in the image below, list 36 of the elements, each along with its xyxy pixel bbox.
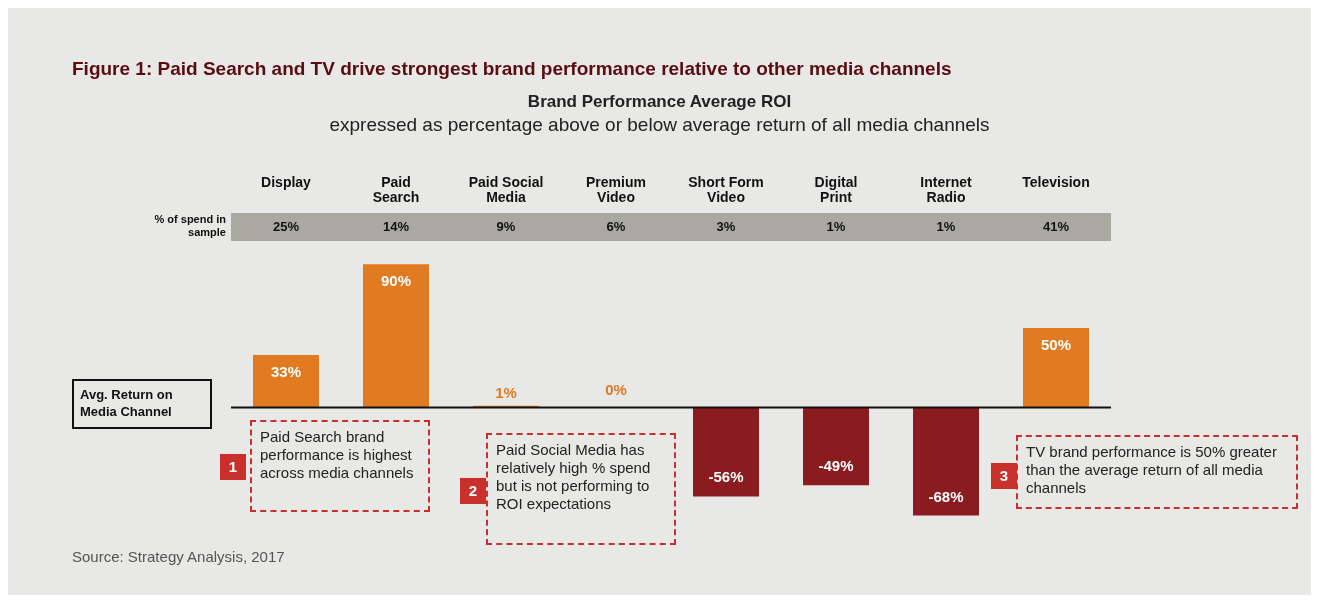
- data-label: 33%: [270, 362, 302, 380]
- x-tick-label: Internet Radio: [920, 174, 972, 205]
- annotation: 2: [460, 478, 486, 504]
- chart-subtitle: Brand Performance Average ROI: [526, 92, 793, 112]
- text: 9%: [495, 219, 517, 234]
- text: 14%: [382, 219, 410, 234]
- chart-title: Figure 1: Paid Search and TV drive strongest brand performance relative to other media channels: [72, 58, 952, 80]
- text: % of spend in sample: [153, 213, 226, 239]
- text: 6%: [605, 219, 627, 234]
- text: 25%: [272, 219, 300, 234]
- source-note: Source: Strategy Analysis, 2017: [72, 548, 285, 565]
- annotation: Paid Search brand performance is highest across media channels: [260, 428, 415, 482]
- annotation: 3: [991, 463, 1017, 489]
- text: 3%: [715, 219, 737, 234]
- annotation: 1: [220, 454, 246, 480]
- data-label: -49%: [818, 457, 854, 475]
- x-tick-label: Television: [1022, 174, 1090, 190]
- data-label: 1%: [495, 383, 517, 401]
- text: expressed as percentage above or below average return of all media channels: [328, 114, 991, 136]
- x-tick-label: Short Form Video: [688, 174, 764, 205]
- x-tick-label: Premium Video: [586, 174, 646, 205]
- data-label: 90%: [380, 272, 412, 290]
- x-tick-label: Paid Search: [372, 174, 420, 205]
- x-tick-label: Paid Social Media: [468, 174, 544, 205]
- x-tick-label: Digital Print: [814, 174, 858, 205]
- data-label: 0%: [604, 381, 628, 399]
- data-label: -68%: [928, 487, 964, 505]
- text: 1%: [825, 219, 847, 234]
- text: 41%: [1042, 219, 1070, 234]
- text: 1%: [935, 219, 957, 234]
- annotation: TV brand performance is 50% greater than the average return of all media channels: [1026, 443, 1278, 497]
- annotation: Paid Social Media has relatively high % spend but is not performing to ROI expectations: [496, 441, 652, 513]
- data-label: 50%: [1040, 335, 1072, 353]
- data-label: -56%: [708, 468, 744, 486]
- ref-line-label: Avg. Return on Media Channel: [72, 379, 212, 430]
- x-tick-label: Display: [261, 174, 312, 190]
